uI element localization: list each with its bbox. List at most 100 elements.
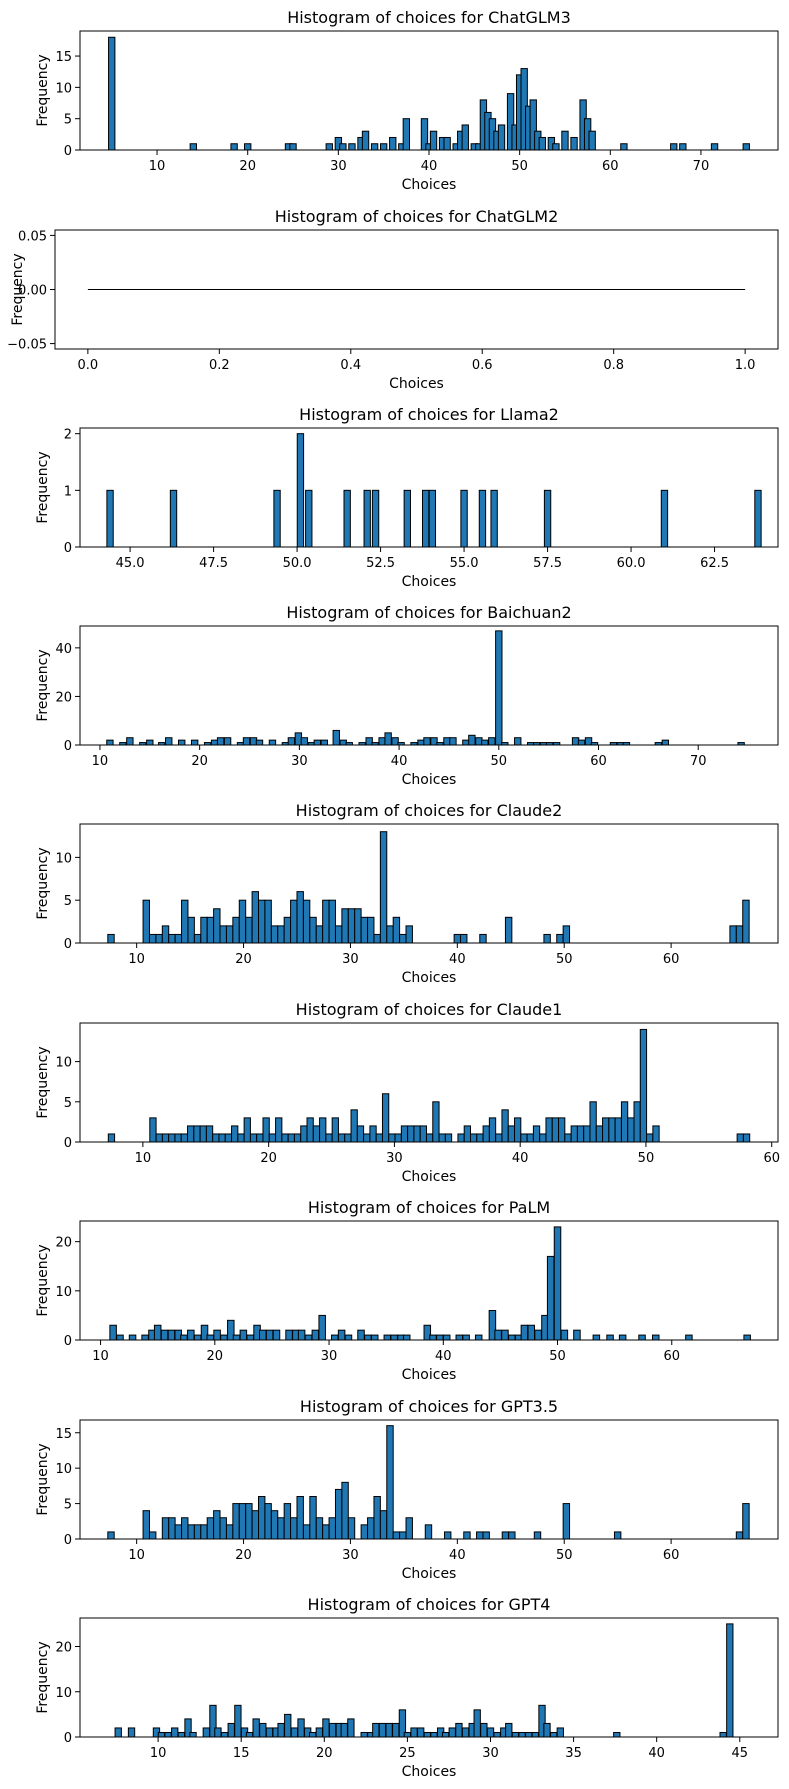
x-tick-label: 50 [638, 1151, 655, 1166]
chart-title: Histogram of choices for ChatGLM3 [287, 8, 571, 27]
histogram-bar [618, 1334, 627, 1341]
histogram-bar [296, 1496, 304, 1540]
histogram-bar [107, 933, 115, 944]
histogram-bar [290, 1727, 299, 1738]
y-tick-label: 15 [55, 50, 72, 65]
histogram-bar [620, 1101, 629, 1143]
histogram-bar [526, 1133, 534, 1143]
histogram-bar [424, 1524, 433, 1540]
histogram-bar [742, 1133, 751, 1143]
histogram-bar [174, 933, 183, 944]
histogram-bar [360, 1524, 369, 1540]
x-tick-label: 30 [342, 952, 359, 967]
histogram-bar [206, 1517, 215, 1540]
histogram-bar [350, 1109, 358, 1143]
histogram-bar [564, 1133, 572, 1143]
histogram-bar [479, 933, 487, 944]
histogram-bar [341, 1481, 349, 1540]
histogram-bar [407, 1125, 415, 1143]
histogram-bar [171, 1727, 179, 1738]
x-tick-label: 60 [663, 1349, 680, 1364]
histogram-bar [577, 739, 586, 746]
histogram-bar [394, 1133, 402, 1143]
x-axis-label: Choices [402, 1566, 457, 1582]
histogram-bar [283, 1503, 292, 1540]
histogram-bar [265, 1329, 274, 1341]
x-tick-label: 70 [693, 159, 710, 174]
histogram-bar [239, 1329, 248, 1341]
histogram-bar [473, 1709, 481, 1738]
histogram-bar [390, 1334, 398, 1341]
histogram-bar [164, 1731, 172, 1738]
axes-frame [79, 1617, 779, 1738]
y-axis-label: Frequency [35, 451, 51, 523]
histogram-bar [552, 143, 560, 151]
histogram-bar [334, 1488, 343, 1540]
histogram-bar [232, 916, 240, 944]
histogram-bar [562, 925, 571, 944]
histogram-bar [331, 1334, 339, 1341]
histogram-bar [347, 1718, 355, 1738]
x-tick-label: 25 [399, 1746, 416, 1761]
histogram-bar [193, 1125, 201, 1143]
x-tick-label: 0.0 [78, 358, 99, 373]
histogram-bar [392, 1722, 400, 1738]
histogram-bar [383, 1334, 392, 1341]
histogram-bar [315, 925, 324, 944]
histogram-bar [315, 1517, 324, 1540]
histogram-bar [334, 925, 343, 944]
histogram-bar [245, 916, 253, 944]
x-tick-label: 20 [239, 159, 256, 174]
x-tick-label: 30 [330, 159, 347, 174]
histogram-bar [148, 933, 157, 944]
histogram-bar [249, 1133, 258, 1143]
histogram-bar [363, 1133, 371, 1143]
y-tick-label: 10 [55, 1686, 72, 1701]
histogram-bar [501, 1329, 509, 1341]
histogram-bar [223, 737, 232, 746]
histogram-bar [168, 1133, 176, 1143]
histogram-bar [224, 1133, 233, 1143]
histogram-bar [735, 1531, 744, 1540]
histogram-bar [148, 1531, 157, 1540]
histogram-bar [432, 1101, 440, 1143]
histogram-bar [165, 737, 173, 746]
histogram-bar [592, 1334, 601, 1341]
histogram-bar [367, 1517, 375, 1540]
histogram-bar [343, 489, 351, 548]
histogram-bar [443, 737, 451, 746]
histogram-bar [583, 1125, 591, 1143]
histogram-bar [754, 489, 762, 548]
subplot-3: 10 20 30 40 50 60 70 0 20 40 Histogram of choices … [35, 603, 779, 788]
histogram-bar [275, 1117, 283, 1143]
axes-frame [79, 823, 779, 944]
x-tick-label: 0.4 [340, 358, 361, 373]
histogram-bar [372, 1722, 380, 1738]
y-tick-label: 0 [64, 1731, 72, 1746]
x-tick-label: 40 [648, 1746, 665, 1761]
histogram-bar [507, 1125, 516, 1143]
histogram-bar [614, 1117, 622, 1143]
subplot-6: 10 20 30 40 50 60 0 10 20 Histogram of choices fo… [35, 1198, 779, 1383]
histogram-bar [287, 1133, 295, 1143]
histogram-bar [551, 1117, 560, 1143]
y-tick-label: 0 [64, 937, 72, 952]
histogram-bar [127, 1727, 136, 1738]
x-tick-label: 45 [732, 1746, 749, 1761]
chart-title: Histogram of choices for GPT3.5 [300, 1397, 558, 1416]
histogram-bar [570, 1125, 578, 1143]
histogram-bar [347, 1517, 356, 1540]
histogram-bar [532, 1125, 541, 1143]
histogram-bar [468, 734, 476, 746]
histogram-bar [238, 899, 247, 944]
histogram-bar [255, 739, 264, 746]
histogram-bar [296, 433, 305, 548]
x-tick-label: 40 [449, 952, 466, 967]
histogram-bar [322, 1718, 330, 1738]
histogram-bar [347, 908, 356, 944]
histogram-bar [177, 1731, 186, 1738]
histogram-bar [328, 899, 336, 944]
histogram-bar [482, 1531, 490, 1540]
histogram-bar [174, 1524, 183, 1540]
